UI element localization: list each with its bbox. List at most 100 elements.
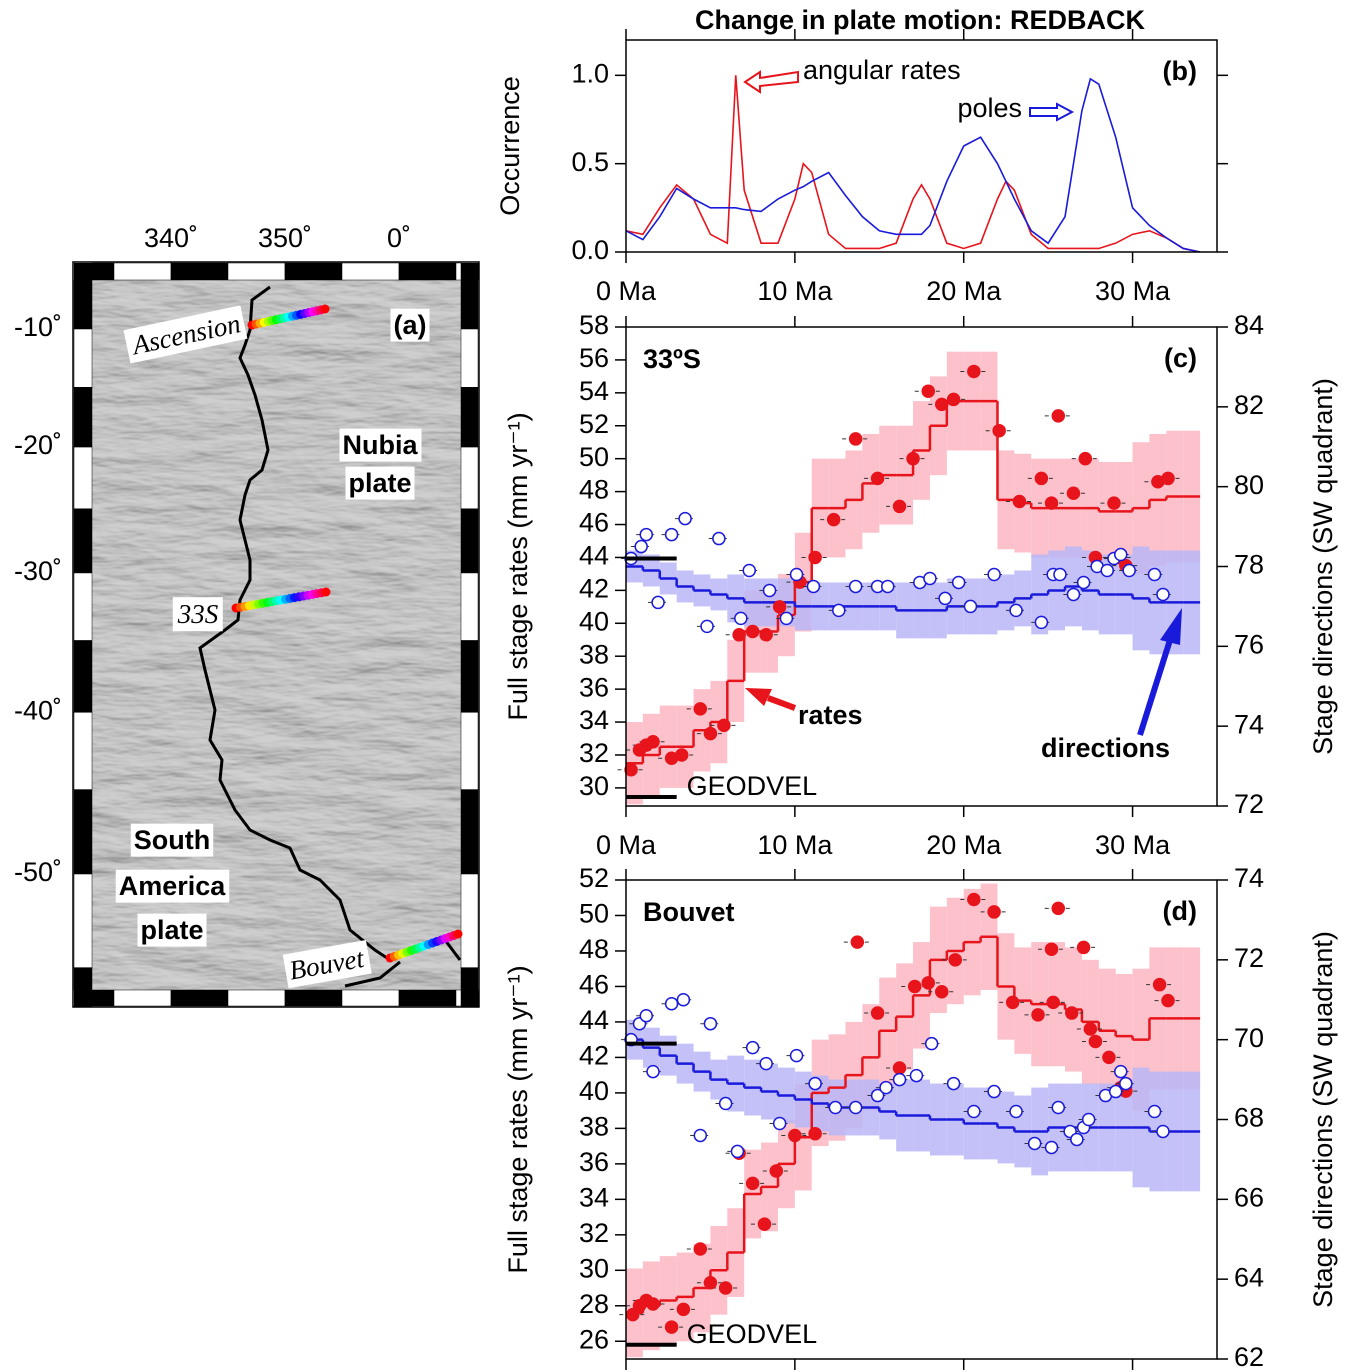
data-point <box>924 572 936 584</box>
x-tick-label: 10 Ma <box>757 276 833 306</box>
frame-segment <box>74 874 92 968</box>
data-point <box>833 604 845 616</box>
data-point <box>747 626 759 638</box>
y-tick-label: 44 <box>579 541 609 571</box>
data-point <box>1083 1114 1095 1126</box>
panel-label: (d) <box>1163 896 1197 926</box>
y-tick-label: 52 <box>579 863 609 893</box>
series-annotation: directions <box>1041 733 1170 763</box>
series-annotation: angular rates <box>803 55 961 85</box>
data-point <box>1046 497 1058 509</box>
data-point <box>910 1070 922 1082</box>
data-point <box>872 1007 884 1019</box>
panel-label: (b) <box>1163 56 1197 86</box>
data-point <box>926 1038 938 1050</box>
y-tick-label: 34 <box>579 705 609 735</box>
data-point <box>807 580 819 592</box>
data-point <box>1101 564 1113 576</box>
data-point <box>968 365 980 377</box>
y-tick-label: 36 <box>579 1147 609 1177</box>
data-point <box>894 1062 906 1074</box>
data-point <box>948 1078 960 1090</box>
panel-label: (c) <box>1164 343 1197 373</box>
data-point <box>640 1010 652 1022</box>
frame-segment <box>171 990 228 1006</box>
y2-tick-label: 66 <box>1234 1182 1264 1212</box>
data-point <box>809 551 821 563</box>
frame-segment <box>228 263 285 280</box>
data-point <box>1046 1141 1058 1153</box>
frame-segment <box>114 990 171 1006</box>
y-axis-label: Full stage rates (mm yr⁻¹) <box>503 965 533 1273</box>
data-point <box>760 1058 772 1070</box>
data-point <box>850 1102 862 1114</box>
x-tick-label: 30 Ma <box>1095 830 1171 860</box>
data-point <box>735 612 747 624</box>
y-tick-label: 40 <box>579 606 609 636</box>
x-tick-label: 20 Ma <box>926 830 1002 860</box>
data-point <box>733 629 745 641</box>
frame-corner <box>461 990 479 1007</box>
y-tick-label: 50 <box>579 899 609 929</box>
y-tick-label: 38 <box>579 1111 609 1141</box>
figure: Change in plate motion: REDBACK 340˚350˚… <box>0 0 1356 1372</box>
frame-corner <box>74 263 92 280</box>
frame-segment <box>74 509 92 573</box>
lat-tick-label: -30˚ <box>14 556 62 586</box>
frame-segment <box>342 990 399 1006</box>
y-axis-label: Full stage rates (mm yr⁻¹) <box>503 412 533 720</box>
data-point <box>758 1218 770 1230</box>
x-tick-label: 20 Ma <box>926 276 1002 306</box>
data-point <box>635 541 647 553</box>
data-point <box>1110 1086 1122 1098</box>
data-point <box>1071 1133 1083 1145</box>
data-point <box>666 998 678 1010</box>
y-tick-label: 28 <box>579 1289 609 1319</box>
data-point <box>1078 576 1090 588</box>
y-tick-label: 46 <box>579 970 609 1000</box>
data-point <box>968 894 980 906</box>
data-point <box>774 1117 786 1129</box>
data-point <box>666 1321 678 1333</box>
frame-segment <box>74 712 92 789</box>
panel-label: (a) <box>394 310 427 340</box>
data-point <box>909 980 921 992</box>
data-point <box>694 703 706 715</box>
data-point <box>647 1298 659 1310</box>
annotation-arrow <box>768 698 795 708</box>
line-series <box>626 75 1200 252</box>
data-point <box>677 994 689 1006</box>
data-point <box>760 629 772 641</box>
frame-segment <box>74 387 92 447</box>
y2-tick-label: 64 <box>1234 1262 1264 1292</box>
frame-segment <box>74 329 92 387</box>
frame-segment <box>74 790 92 874</box>
y-tick-label: 36 <box>579 672 609 702</box>
frame-segment <box>228 990 285 1006</box>
data-point <box>829 1102 841 1114</box>
y-tick-label: 1.0 <box>571 58 609 88</box>
y-tick-label: 52 <box>579 409 609 439</box>
data-point <box>922 385 934 397</box>
data-point <box>764 584 776 596</box>
data-point <box>988 906 1000 918</box>
lat-tick-label: -50˚ <box>14 857 62 887</box>
frame-segment <box>461 509 478 573</box>
data-point <box>647 736 659 748</box>
data-point <box>1010 604 1022 616</box>
data-point <box>774 601 786 613</box>
data-point <box>652 596 664 608</box>
y-tick-label: 30 <box>579 771 609 801</box>
page: Change in plate motion: REDBACK 340˚350˚… <box>0 0 1356 1372</box>
y2-tick-label: 80 <box>1234 470 1264 500</box>
reference-label: GEODVEL <box>687 1319 818 1349</box>
data-point <box>1120 1078 1132 1090</box>
frame-segment <box>74 280 92 329</box>
data-point <box>1115 549 1127 561</box>
data-point <box>882 580 894 592</box>
y2-tick-label: 82 <box>1234 390 1264 420</box>
data-point <box>1035 616 1047 628</box>
frame-segment <box>461 712 478 789</box>
data-point <box>1103 1051 1115 1063</box>
y2-tick-label: 78 <box>1234 550 1264 580</box>
